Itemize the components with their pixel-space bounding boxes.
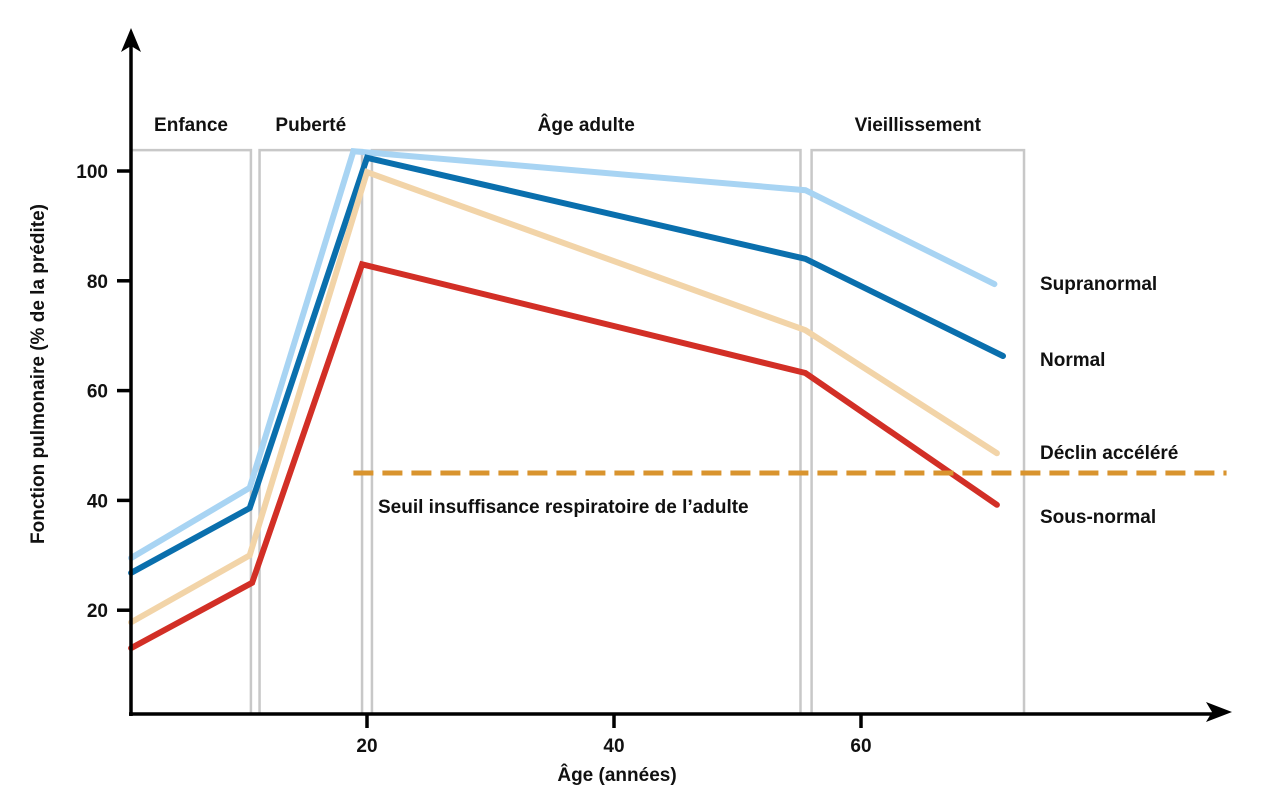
- series-label-supranormal: Supranormal: [1040, 274, 1157, 295]
- labels: Âge (années) Fonction pulmonaire (% de l…: [28, 204, 677, 786]
- series-label-sous-normal: Sous-normal: [1040, 507, 1156, 528]
- phase-label-age-adulte: Âge adulte: [538, 114, 635, 136]
- x-tick-label: 60: [850, 736, 871, 757]
- x-tick-label: 20: [356, 736, 377, 757]
- series-lines: Supranormal Normal Déclin accéléré Sous-nor…: [128, 148, 1178, 652]
- y-tick-label: 20: [87, 601, 108, 622]
- y-axis-arrow: [121, 28, 141, 52]
- phase-label-vieillissement: Vieillissement: [855, 115, 982, 136]
- ticks: 20 40 60 80 100 20 40 60: [76, 162, 871, 757]
- phase-box-puberte: [258, 148, 364, 714]
- y-tick-label: 80: [87, 272, 108, 293]
- phase-box-vieillissement: [810, 148, 1026, 714]
- y-tick-label: 60: [87, 382, 108, 403]
- series-label-declin-accelere: Déclin accéléré: [1040, 443, 1178, 464]
- phase-boxes: Enfance Puberté Âge adulte Vieillissement: [129, 114, 1026, 714]
- phase-box-age-adulte: [370, 148, 802, 714]
- x-axis-title: Âge (années): [557, 764, 676, 786]
- y-tick-label: 100: [76, 162, 108, 183]
- y-tick-label: 40: [87, 491, 108, 512]
- threshold-label: Seuil insuffisance respiratoire de l’adu…: [378, 497, 749, 518]
- x-tick-label: 40: [603, 736, 624, 757]
- threshold-group: Seuil insuffisance respiratoire de l’adu…: [353, 470, 1227, 518]
- series-label-normal: Normal: [1040, 350, 1105, 371]
- phase-label-puberte: Puberté: [275, 115, 346, 136]
- phase-label-enfance: Enfance: [154, 115, 228, 136]
- y-axis-title: Fonction pulmonaire (% de la prédite): [28, 204, 49, 544]
- phase-box-enfance: [129, 148, 253, 714]
- x-axis-arrow: [1206, 702, 1232, 722]
- axes: [121, 28, 1232, 722]
